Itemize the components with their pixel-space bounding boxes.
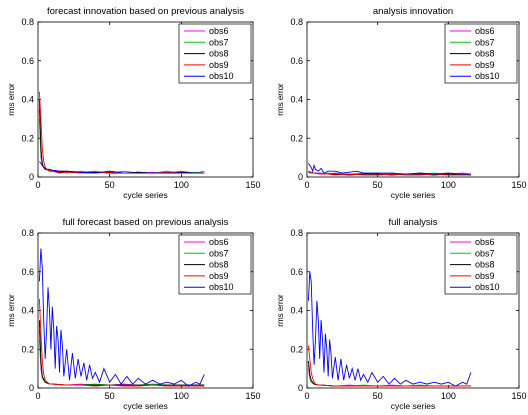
series-line-obs9 [307,345,471,387]
y-tick-label: 0.6 [290,56,303,66]
legend-label: obs10 [209,71,234,81]
legend-label: obs6 [209,26,229,36]
y-tick-label: 0.2 [21,133,34,143]
legend-label: obs10 [475,71,500,81]
x-tick-label: 50 [373,180,383,190]
legend-label: obs7 [475,37,495,47]
legend-label: obs7 [209,37,229,47]
series-group [308,163,471,176]
legend-label: obs6 [209,237,229,247]
y-tick-label: 0.8 [21,17,34,27]
y-axis-label: rms error [7,83,16,116]
x-tick-label: 50 [373,391,383,401]
legend-label: obs10 [475,282,500,292]
y-tick-label: 0.4 [290,306,303,316]
series-line-obs10 [38,248,205,387]
legend-label: obs10 [209,282,234,292]
y-tick-label: 0 [29,172,34,182]
y-tick-label: 0.4 [290,95,303,105]
x-tick-label: 100 [441,391,456,401]
series-line-obs9 [308,170,471,176]
subplot-4: 0 50 100 150 0 0.2 0.4 0.6 0.8 full analysis cycle… [276,217,527,411]
x-tick-label: 100 [174,180,189,190]
x-tick-label: 50 [105,180,115,190]
x-tick-label: 150 [245,180,260,190]
y-tick-label: 0 [298,172,303,182]
y-tick-label: 0.6 [290,267,303,277]
chart-title: analysis innovation [373,6,453,17]
y-tick-label: 0 [298,383,303,393]
y-tick-label: 0 [29,383,34,393]
series-group [38,91,205,174]
y-tick-label: 0.8 [290,228,303,238]
y-tick-label: 0.4 [21,95,34,105]
legend-label: obs6 [475,237,495,247]
x-tick-label: 0 [304,180,309,190]
subplot-2: 0 50 100 150 0 0.2 0.4 0.6 0.8 analysis innovatio… [276,6,527,200]
subplot-1: 0 50 100 150 0 0.2 0.4 0.6 0.8 forecast innovatio… [7,6,261,200]
series-line-obs10 [308,163,471,175]
subplot-3: 0 50 100 150 0 0.2 0.4 0.6 0.8 full forecast base… [7,217,261,411]
series-line-obs9 [38,298,205,387]
series-line-obs8 [38,320,205,386]
chart-title: full analysis [388,217,437,228]
series-line-obs9 [38,91,205,174]
legend-label: obs9 [475,271,495,281]
x-tick-label: 50 [105,391,115,401]
x-axis-label: cycle series [123,190,167,200]
y-axis-label: rms error [7,294,16,327]
legend-label: obs8 [209,49,229,59]
chart-title: forecast innovation based on previous an… [47,6,244,17]
y-tick-label: 0.2 [290,344,303,354]
x-tick-label: 150 [511,391,526,401]
series-line-obs10 [39,161,205,174]
y-tick-label: 0.4 [21,306,34,316]
x-tick-label: 150 [245,391,260,401]
x-tick-label: 100 [441,180,456,190]
y-tick-label: 0.2 [21,344,34,354]
y-tick-label: 0.8 [290,17,303,27]
legend-label: obs8 [209,260,229,270]
x-tick-label: 0 [304,391,309,401]
legend-label: obs9 [475,60,495,70]
x-axis-label: cycle series [123,401,167,411]
x-tick-label: 150 [511,180,526,190]
y-tick-label: 0.6 [21,267,34,277]
y-axis-label: rms error [276,294,285,327]
legend-label: obs8 [475,49,495,59]
legend-label: obs9 [209,271,229,281]
y-axis-label: rms error [276,83,285,116]
y-tick-label: 0.6 [21,56,34,66]
x-axis-label: cycle series [391,401,435,411]
legend-label: obs6 [475,26,495,36]
series-group [38,248,205,387]
legend-label: obs8 [475,260,495,270]
series-group [307,271,472,387]
legend-box [178,23,252,84]
y-tick-label: 0.2 [290,133,303,143]
legend-label: obs7 [475,248,495,258]
chart-title: full forecast based on previous analysis [63,217,229,228]
x-axis-label: cycle series [391,190,435,200]
x-tick-label: 0 [35,180,40,190]
x-tick-label: 0 [35,391,40,401]
legend-label: obs9 [209,60,229,70]
legend-label: obs7 [209,248,229,258]
series-line-obs10 [307,271,472,387]
x-tick-label: 100 [174,391,189,401]
y-tick-label: 0.8 [21,228,34,238]
